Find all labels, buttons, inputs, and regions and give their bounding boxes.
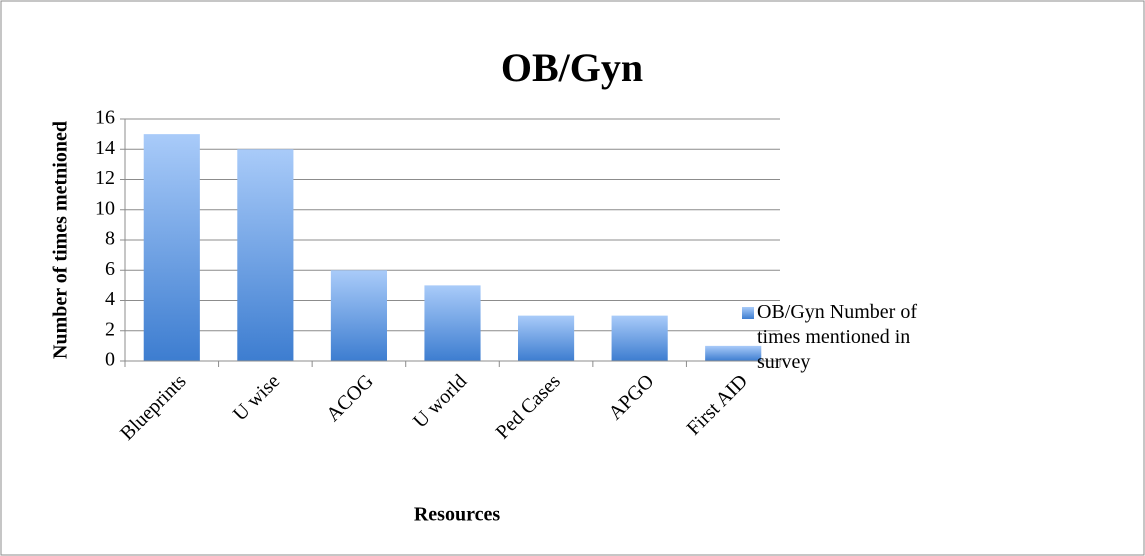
bar (424, 285, 481, 361)
y-tick-label: 6 (105, 258, 115, 280)
chart-title: OB/Gyn (501, 45, 643, 90)
y-tick-label: 12 (95, 167, 115, 189)
x-axis-label: Resources (414, 504, 500, 526)
y-tick-label: 16 (95, 107, 115, 129)
bar (143, 134, 200, 361)
y-tick-label: 0 (105, 349, 115, 371)
legend-swatch (742, 307, 754, 319)
bar (705, 345, 762, 361)
y-tick-label: 4 (105, 288, 115, 310)
bar (237, 149, 294, 361)
bar (330, 270, 387, 361)
y-tick-label: 8 (105, 228, 115, 250)
bar (611, 315, 668, 361)
y-tick-label: 2 (105, 318, 115, 340)
y-tick-label: 14 (95, 137, 115, 159)
y-axis-label: Number of times metnioned (50, 121, 72, 359)
legend-label: OB/Gyn Number of times mentioned in surv… (757, 301, 917, 373)
y-tick-label: 10 (95, 197, 115, 219)
bar (518, 315, 575, 361)
